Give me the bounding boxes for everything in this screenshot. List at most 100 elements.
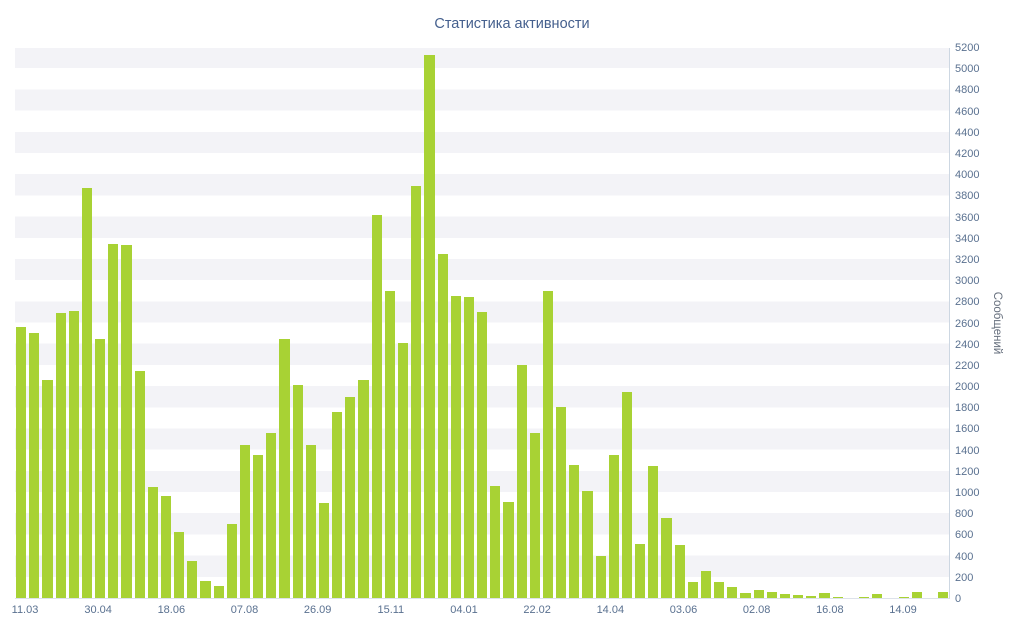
x-tick-label: 04.01	[450, 604, 478, 616]
y-tick-label: 3600	[955, 211, 980, 224]
bar	[595, 555, 606, 598]
bar	[911, 591, 922, 598]
bar	[542, 291, 554, 598]
x-tick-label: 26.09	[303, 604, 332, 616]
y-tick-label: 3000	[955, 275, 980, 288]
bar	[450, 295, 461, 598]
bar	[740, 592, 751, 598]
x-axis-labels: 11.03 30.04 18.06 07.08 26.09 15.11 04.01 22.02…	[11, 604, 950, 620]
x-tick-label: 11.03	[11, 604, 39, 616]
chart-title: Статистика активности	[434, 16, 590, 32]
x-tick-label: 18.06	[157, 604, 186, 616]
bar	[160, 496, 172, 598]
bar	[529, 433, 540, 598]
bar	[81, 187, 93, 598]
y-tick-label: 4200	[955, 147, 980, 160]
bar	[292, 385, 303, 598]
bar	[463, 296, 475, 598]
y-tick-label: 5200	[955, 42, 980, 54]
bar	[174, 532, 185, 598]
y-tick-label: 3400	[955, 232, 980, 245]
y-tick-label: 1600	[955, 423, 980, 436]
bar	[200, 581, 211, 598]
bar	[318, 502, 330, 598]
y-tick-label: 3200	[955, 253, 980, 266]
bar	[700, 570, 712, 598]
bar	[147, 486, 158, 598]
x-tick-label: 07.08	[230, 604, 259, 616]
x-tick-label: 03.06	[669, 604, 698, 616]
bar	[516, 365, 527, 598]
bar	[213, 586, 224, 598]
bars-container	[15, 48, 949, 598]
y-tick-label: 2000	[955, 381, 980, 394]
x-tick-label: 02.08	[742, 604, 771, 616]
y-tick-label: 600	[955, 529, 974, 542]
bar	[687, 582, 698, 598]
y-tick-label: 400	[955, 550, 974, 563]
bar	[29, 332, 40, 598]
y-tick-label: 1400	[955, 444, 980, 457]
bar	[556, 406, 567, 598]
bar	[766, 591, 777, 598]
y-tick-label: 4800	[955, 84, 980, 97]
plot-area	[15, 48, 950, 599]
bar	[938, 592, 949, 598]
bar	[279, 338, 290, 598]
bar	[503, 501, 514, 598]
y-tick-label: 1200	[955, 465, 980, 478]
y-tick-label: 0	[955, 593, 962, 605]
bar	[253, 455, 264, 598]
bar	[621, 391, 633, 598]
bar	[187, 560, 198, 598]
bar	[68, 311, 79, 598]
bar	[661, 517, 672, 598]
bar	[332, 411, 343, 598]
bar	[239, 444, 251, 598]
bar	[648, 465, 659, 598]
y-tick-label: 2200	[955, 359, 980, 372]
bar	[42, 380, 53, 598]
x-tick-label: 14.04	[596, 604, 625, 616]
y-tick-label: 3800	[955, 190, 980, 203]
bar	[872, 593, 883, 598]
y-tick-label: 2400	[955, 338, 980, 351]
y-tick-label: 5000	[955, 63, 980, 76]
y-tick-label: 4600	[955, 105, 980, 118]
bar	[226, 523, 237, 598]
bar	[16, 327, 27, 598]
x-tick-label: 14.09	[889, 604, 917, 616]
x-tick-label: 22.02	[523, 604, 551, 616]
bar	[569, 464, 580, 598]
bar	[397, 343, 409, 598]
bar	[358, 380, 369, 598]
y-tick-label: 4400	[955, 126, 980, 139]
y-tick-label: 200	[955, 571, 974, 584]
bar	[898, 596, 909, 598]
y-axis-title: Сообщений	[991, 291, 1003, 355]
bar	[832, 596, 843, 598]
bar	[819, 592, 830, 598]
bar	[424, 55, 435, 598]
bar	[714, 582, 725, 598]
bar	[95, 338, 106, 598]
bar	[582, 491, 593, 598]
x-tick-label: 15.11	[377, 604, 405, 616]
bar	[859, 596, 870, 598]
bar	[108, 243, 119, 598]
y-tick-label: 4000	[955, 169, 980, 182]
bar	[55, 313, 66, 598]
bar	[608, 455, 619, 598]
bar	[674, 545, 685, 598]
bar	[384, 291, 395, 598]
y-tick-label: 2800	[955, 296, 980, 309]
y-tick-label: 800	[955, 508, 974, 521]
y-axis-labels: 0 200 400 600 800 1000 1200 1400 1600 1800 2000 220…	[955, 42, 1003, 605]
bar	[779, 593, 791, 598]
y-tick-label: 1000	[955, 487, 980, 500]
x-tick-label: 30.04	[84, 604, 112, 616]
bar	[345, 397, 356, 598]
bar	[727, 587, 738, 598]
y-tick-label: 2600	[955, 317, 980, 330]
